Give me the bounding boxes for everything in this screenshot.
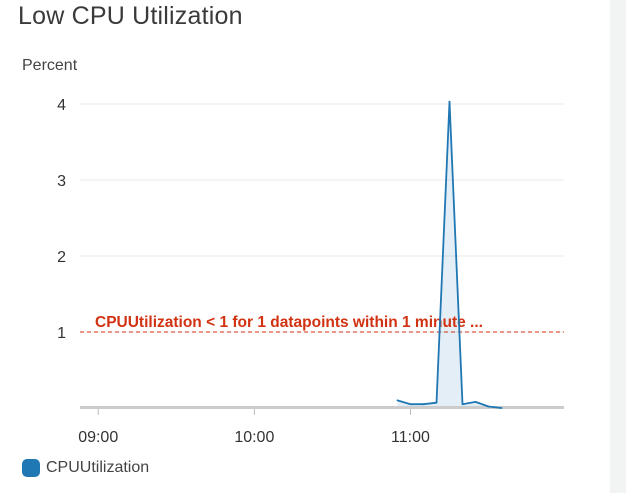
y-tick-label: 1	[57, 325, 66, 342]
x-axis	[80, 406, 564, 409]
data-point-3	[435, 401, 438, 404]
y-tick-label: 2	[57, 249, 66, 266]
x-tick-label: 09:00	[78, 429, 118, 446]
y-axis-label: Percent	[22, 57, 78, 74]
y-axis-ticks: 1 2 3 4	[57, 97, 66, 342]
legend[interactable]: CPUUtilization	[22, 459, 149, 477]
chart-title: Low CPU Utilization	[18, 2, 243, 30]
series-layer	[396, 100, 503, 409]
y-tick-label: 3	[57, 173, 66, 190]
x-axis-line	[80, 406, 564, 409]
y-tick-label: 4	[57, 97, 66, 114]
legend-label: CPUUtilization	[46, 459, 150, 476]
legend-swatch	[22, 459, 40, 477]
series-area	[397, 101, 502, 408]
x-axis-ticks: 09:00 10:00 11:00	[78, 409, 430, 446]
area-layer	[397, 101, 502, 408]
data-point-5	[461, 403, 464, 406]
side-scroll-area	[610, 0, 626, 493]
data-point-0	[396, 399, 399, 402]
chart-panel	[0, 0, 610, 493]
data-point-2	[422, 403, 425, 406]
data-point-6	[474, 401, 477, 403]
line-chart: Percent 1 2 3 4 09:00 10:00 11:00 CPUUtilizat…	[22, 57, 564, 446]
data-point-7	[487, 405, 490, 408]
gridlines	[80, 103, 564, 333]
data-point-4	[448, 100, 451, 103]
data-point-8	[500, 407, 503, 409]
threshold-layer: CPUUtilization < 1 for 1 datapoints with…	[80, 314, 564, 333]
data-point-1	[409, 403, 412, 406]
x-tick-label: 11:00	[391, 429, 430, 446]
threshold-label: CPUUtilization < 1 for 1 datapoints with…	[95, 314, 483, 331]
x-tick-label: 10:00	[234, 429, 274, 446]
